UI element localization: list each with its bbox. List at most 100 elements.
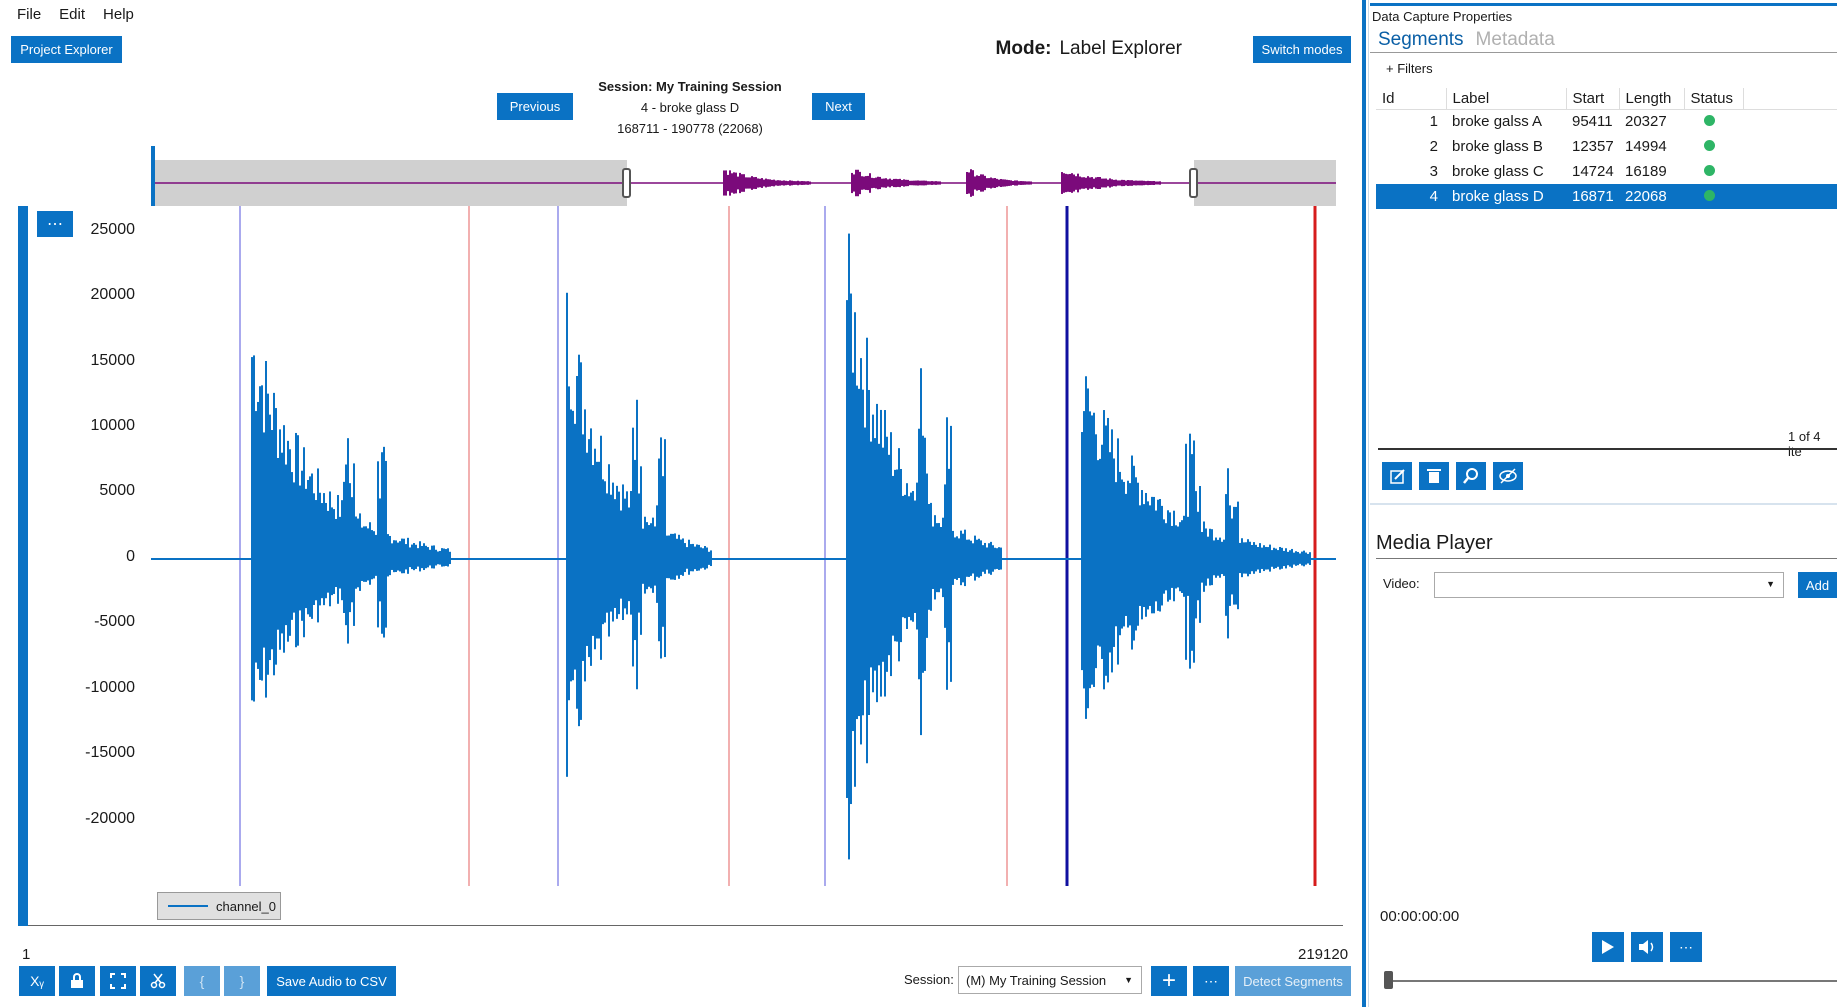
waveform-sample [928,503,930,610]
column-header-label[interactable]: Label [1446,88,1567,110]
close-brace-button[interactable]: } [224,966,260,996]
waveform-sample [854,312,856,787]
xy-toggle-button[interactable]: Xᵧ [19,966,55,996]
column-header-length[interactable]: Length [1619,88,1685,110]
add-session-button[interactable]: + [1151,966,1187,996]
cell-length: 14994 [1625,138,1667,155]
waveform-sample [355,516,357,589]
zoom-segment-button[interactable] [1456,462,1486,490]
waveform-sample [1263,545,1265,572]
chart-options-button[interactable]: ⋯ [37,211,73,237]
overview-sample [763,179,765,187]
overview-left-handle[interactable] [622,168,631,198]
fit-button[interactable] [100,966,136,996]
waveform-sample [1133,465,1135,641]
overview-strip[interactable] [151,146,1336,206]
tab-segments[interactable]: Segments [1378,29,1464,50]
waveform-sample [988,543,990,574]
overview-sample [1139,180,1141,186]
media-more-button[interactable]: ⋯ [1670,932,1702,962]
next-button[interactable]: Next [812,93,865,120]
overview-sample [741,174,743,192]
overview-sample [867,175,869,191]
playback-time: 00:00:00:00 [1380,908,1460,925]
waveform-sample [908,496,910,617]
panel-splitter[interactable] [1362,0,1366,1007]
table-row[interactable]: 1 broke galss A 95411 20327 [1376,109,1837,134]
table-row[interactable]: 3 broke glass C 14724 16189 [1376,159,1837,184]
switch-modes-button[interactable]: Switch modes [1253,36,1351,63]
waveform-sample [886,436,888,672]
session-more-button[interactable]: ⋯ [1193,966,1229,996]
menu-edit[interactable]: Edit [59,5,86,23]
session-select[interactable]: (M) My Training Session ▼ [958,966,1142,994]
waveform-sample [940,526,942,589]
add-video-button[interactable]: Add [1798,572,1837,598]
waveform-sample [982,545,984,572]
overview-sample [1099,177,1101,189]
waveform-sample [341,500,343,601]
delete-segment-button[interactable] [1419,462,1449,490]
overview-sample [1069,173,1071,193]
waveform-chart[interactable] [18,206,1343,926]
lock-button[interactable] [59,966,95,996]
menu-help[interactable]: Help [103,5,134,23]
overview-sample [972,170,974,196]
volume-button[interactable] [1631,932,1663,962]
playback-slider-track[interactable] [1385,980,1837,982]
waveform-sample [976,539,978,577]
overview-cursor[interactable] [151,146,155,206]
waveform-sample [568,386,570,701]
overview-sample [881,178,883,188]
table-row-selected[interactable]: 4 broke glass D 16871 22068 [1376,184,1837,209]
overview-sample [863,176,865,190]
waveform-sample [956,536,958,580]
chart-scrollbar[interactable] [18,206,28,926]
waveform-sample [441,548,443,567]
waveform-sample [1000,547,1002,570]
detect-segments-button[interactable]: Detect Segments [1235,966,1351,996]
waveform-sample [622,484,624,621]
play-button[interactable] [1592,932,1624,962]
cut-button[interactable] [140,966,176,996]
menu-file[interactable]: File [17,5,42,23]
open-brace-button[interactable]: { [184,966,220,996]
table-row[interactable]: 2 broke glass B 12357 14994 [1376,134,1837,159]
waveform-sample [255,411,257,663]
waveform-sample [1179,522,1181,592]
waveform-sample [287,440,289,642]
waveform-sample [1201,531,1203,583]
waveform-sample [381,452,383,634]
hide-segment-button[interactable] [1493,462,1523,490]
column-header-id[interactable]: Id [1376,88,1447,110]
video-select[interactable]: ▼ [1434,572,1784,598]
overview-sample [851,172,853,194]
waveform-sample [1157,499,1159,611]
waveform-sample [932,526,934,589]
waveform-sample [1183,515,1185,597]
waveform-sample [1171,525,1173,588]
tab-metadata[interactable]: Metadata [1475,29,1555,50]
waveform-sample [385,460,387,628]
overview-sample [1147,180,1149,186]
edit-segment-button[interactable] [1382,462,1412,490]
waveform-sample [353,463,355,626]
overview-sample [1012,181,1014,185]
overview-right-handle[interactable] [1189,168,1198,198]
waveform-sample [1165,523,1167,591]
previous-button[interactable]: Previous [497,93,573,120]
playback-slider-thumb[interactable] [1384,971,1393,989]
overview-sample [988,178,990,188]
cell-empty [1743,184,1837,209]
column-header-status[interactable]: Status [1684,88,1744,110]
waveform-sample [267,393,269,675]
project-explorer-button[interactable]: Project Explorer [11,36,122,63]
column-header-start[interactable]: Start [1566,88,1620,110]
waveform-sample [902,495,904,618]
waveform-sample [343,481,345,613]
waveform-sample [676,538,678,576]
waveform-sample [1303,550,1305,567]
save-audio-csv-button[interactable]: Save Audio to CSV [267,966,396,996]
filters-toggle[interactable]: + Filters [1386,61,1433,76]
waveform-sample [367,528,369,581]
